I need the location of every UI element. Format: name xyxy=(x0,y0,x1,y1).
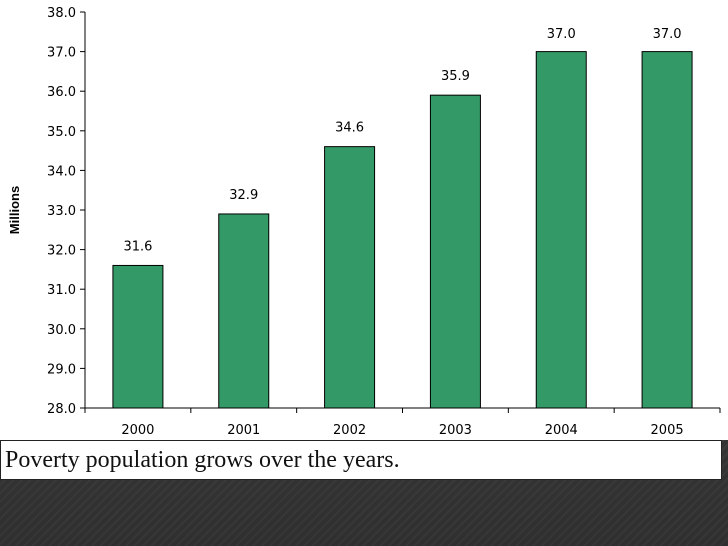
y-tick-label: 30.0 xyxy=(47,323,76,338)
data-label-2004: 37.0 xyxy=(547,27,576,42)
y-tick-label: 36.0 xyxy=(47,85,76,100)
data-label-2000: 31.6 xyxy=(123,239,152,254)
x-tick-label-2005: 2005 xyxy=(651,423,684,438)
y-axis-title: Millions xyxy=(7,186,22,234)
data-label-2001: 32.9 xyxy=(229,188,258,203)
y-tick-label: 28.0 xyxy=(47,402,76,417)
y-tick-label: 37.0 xyxy=(47,46,76,61)
y-tick-label: 34.0 xyxy=(47,164,76,179)
bar-2005 xyxy=(641,51,693,409)
bar-chart: 28.0 29.0 30.0 31.0 32.0 33.0 34.0 35.0 36.0 37.0… xyxy=(0,0,728,440)
x-axis-ticks: 2000 2001 2002 2003 2004 2005 xyxy=(84,408,721,438)
y-tick-label: 32.0 xyxy=(47,244,76,259)
y-tick-label: 38.0 xyxy=(47,6,76,21)
caption-text: Poverty population grows over the years. xyxy=(5,446,400,473)
bar-2002 xyxy=(324,146,376,409)
bar-2000 xyxy=(112,264,164,409)
y-tick-label: 33.0 xyxy=(47,204,76,219)
bars xyxy=(112,51,693,409)
bar-2004 xyxy=(535,51,587,409)
x-tick-label-2001: 2001 xyxy=(227,423,260,438)
y-tick-label: 31.0 xyxy=(47,283,76,298)
y-tick-label: 29.0 xyxy=(47,362,76,377)
x-tick-label-2000: 2000 xyxy=(121,423,154,438)
x-tick-label-2002: 2002 xyxy=(333,423,366,438)
chart-canvas: 28.0 29.0 30.0 31.0 32.0 33.0 34.0 35.0 36.0 37.0… xyxy=(7,6,721,438)
data-label-2002: 34.6 xyxy=(335,121,364,136)
x-tick-label-2003: 2003 xyxy=(439,423,472,438)
y-axis-ticks: 28.0 29.0 30.0 31.0 32.0 33.0 34.0 35.0 36.0 37.0… xyxy=(47,6,85,417)
bar-2003 xyxy=(429,94,481,409)
caption-box: Poverty population grows over the years. xyxy=(0,440,722,480)
y-tick-label: 35.0 xyxy=(47,125,76,140)
x-tick-label-2004: 2004 xyxy=(545,423,578,438)
data-label-2003: 35.9 xyxy=(441,69,470,84)
bar-2001 xyxy=(218,213,270,409)
data-label-2005: 37.0 xyxy=(653,27,682,42)
data-labels: 31.6 32.9 34.6 35.9 37.0 37.0 xyxy=(123,27,681,254)
